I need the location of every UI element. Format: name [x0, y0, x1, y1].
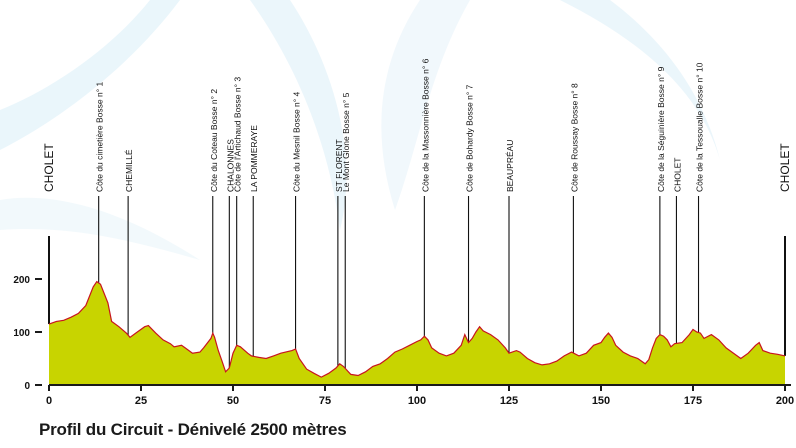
waypoint-label: ST FLORENT — [334, 139, 344, 192]
waypoint-label: Côte du cimetière Bosse n° 1 — [95, 82, 105, 192]
waypoint-label: Côte de Roussay Bosse n° 8 — [569, 83, 579, 192]
elevation-fill — [49, 281, 785, 385]
x-tick-label: 50 — [227, 395, 239, 407]
waypoint-label: Côte de la Séguinière Bosse n° 9 — [656, 66, 666, 192]
waypoint-label: CHOLET — [42, 143, 56, 192]
waypoint-label: Côte de la Massonnière Bosse n° 6 — [420, 58, 430, 192]
waypoint-label: CHOLET — [672, 158, 682, 192]
waypoint-label: Côte du Coteau Bosse n° 2 — [209, 89, 219, 192]
x-tick-label: 125 — [500, 395, 518, 407]
waypoint-label: Côte de la Tessoualle Bosse n° 10 — [695, 62, 705, 192]
x-tick-label: 175 — [684, 395, 702, 407]
waypoint-label: Côte de l'Artichaud Bosse n° 3 — [233, 77, 243, 192]
chart-title: Profil du Circuit - Dénivelé 2500 mètres — [39, 420, 347, 439]
y-tick-label: 100 — [13, 328, 30, 339]
waypoint-label: Côte de Bohardy Bosse n° 7 — [465, 84, 475, 192]
waypoint-label: Le Mont Glone Bosse n° 5 — [341, 92, 351, 192]
x-tick-label: 200 — [776, 395, 794, 407]
elevation-area — [48, 280, 786, 385]
y-tick-label: 200 — [13, 275, 30, 286]
elevation-line — [48, 280, 786, 378]
chart-axes: 0 25 50 75 100 125 150 175 200 0 100 200 — [13, 275, 794, 407]
waypoint-markers: CHOLET Côte du cimetière Bosse n° 1 CHEMIL… — [42, 58, 792, 369]
waypoint-label: CHOLET — [778, 143, 792, 192]
x-tick-label: 150 — [592, 395, 610, 407]
x-tick-label: 100 — [408, 395, 426, 407]
waypoint-label: LA POMMERAYE — [249, 125, 259, 192]
waypoint-label: CHALONNES — [225, 139, 235, 192]
y-tick-label: 0 — [24, 381, 30, 392]
x-tick-label: 0 — [46, 395, 52, 407]
x-tick-label: 75 — [319, 395, 331, 407]
x-tick-label: 25 — [135, 395, 147, 407]
waypoint-label: BEAUPRÉAU — [505, 140, 515, 192]
waypoint-label: CHEMILLÉ — [124, 149, 134, 192]
waypoint-label: Côte du Mesnil Bosse n° 4 — [292, 91, 302, 192]
